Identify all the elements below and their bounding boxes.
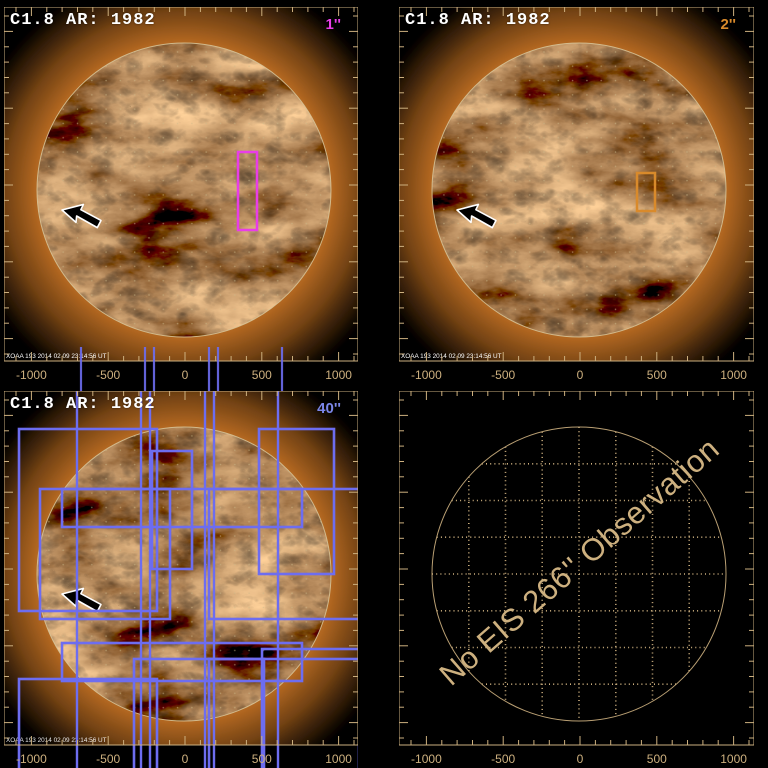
svg-text:0: 0	[577, 752, 584, 766]
svg-text:-500: -500	[491, 368, 515, 382]
svg-text:0: 0	[577, 368, 584, 382]
svg-text:XOAA 193 2014 02 09 23:14:56: XOAA 193 2014 02 09 23:14:56 UT	[6, 353, 107, 360]
svg-text:-1000: -1000	[16, 752, 47, 766]
svg-text:1000: 1000	[720, 368, 747, 382]
svg-text:-500: -500	[96, 368, 120, 382]
svg-text:1'': 1''	[326, 16, 341, 33]
svg-text:XOAA 193 2014 02 09 23:14:56: XOAA 193 2014 02 09 23:14:56 UT	[6, 737, 107, 744]
svg-text:-500: -500	[96, 752, 120, 766]
svg-text:40'': 40''	[317, 400, 341, 417]
svg-text:2'': 2''	[721, 16, 736, 33]
svg-text:XOAA 193 2014 02 09 23:14:56: XOAA 193 2014 02 09 23:14:56 UT	[401, 353, 502, 360]
svg-text:-500: -500	[491, 752, 515, 766]
svg-text:0: 0	[182, 368, 189, 382]
svg-text:1000: 1000	[325, 368, 352, 382]
svg-text:-1000: -1000	[411, 368, 442, 382]
svg-text:500: 500	[252, 752, 272, 766]
svg-text:0: 0	[182, 752, 189, 766]
svg-text:-1000: -1000	[411, 752, 442, 766]
svg-text:500: 500	[647, 368, 667, 382]
svg-text:500: 500	[647, 752, 667, 766]
svg-text:1000: 1000	[720, 752, 747, 766]
svg-text:-1000: -1000	[16, 368, 47, 382]
svg-text:500: 500	[252, 368, 272, 382]
svg-text:1000: 1000	[325, 752, 352, 766]
